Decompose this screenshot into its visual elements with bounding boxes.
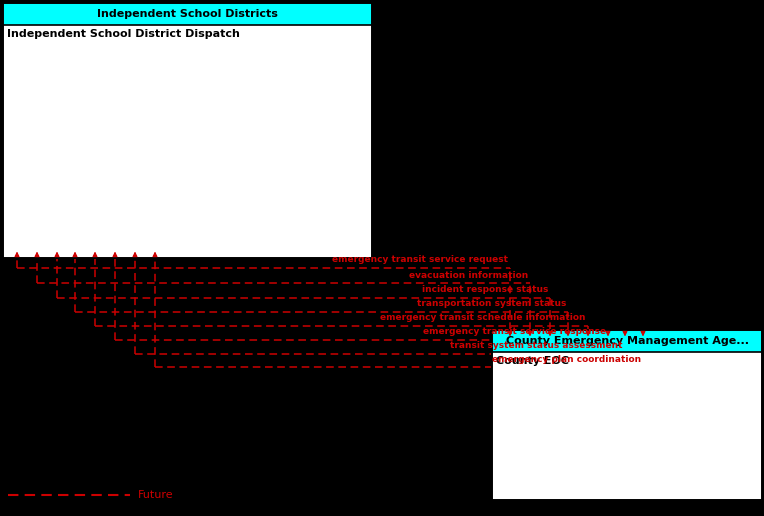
Bar xyxy=(492,330,762,500)
Text: emergency transit schedule information: emergency transit schedule information xyxy=(380,314,586,322)
Text: transit system status assessment: transit system status assessment xyxy=(451,342,623,350)
Bar xyxy=(3,3,372,258)
Text: County Emergency Management Age...: County Emergency Management Age... xyxy=(506,336,749,346)
Text: emergency plan coordination: emergency plan coordination xyxy=(492,354,641,363)
Text: incident response status: incident response status xyxy=(422,285,548,295)
Text: Independent School District Dispatch: Independent School District Dispatch xyxy=(7,29,240,39)
Text: Independent School Districts: Independent School Districts xyxy=(97,9,278,19)
Bar xyxy=(3,3,372,25)
Text: emergency transit service request: emergency transit service request xyxy=(332,255,508,265)
Bar xyxy=(492,330,762,500)
Text: Future: Future xyxy=(138,490,173,500)
Text: transportation system status: transportation system status xyxy=(416,299,566,309)
Bar xyxy=(3,3,372,258)
Text: evacuation information: evacuation information xyxy=(409,270,528,280)
Text: emergency transit service response: emergency transit service response xyxy=(423,328,606,336)
Text: County EOC: County EOC xyxy=(496,356,569,366)
Bar xyxy=(492,330,762,352)
